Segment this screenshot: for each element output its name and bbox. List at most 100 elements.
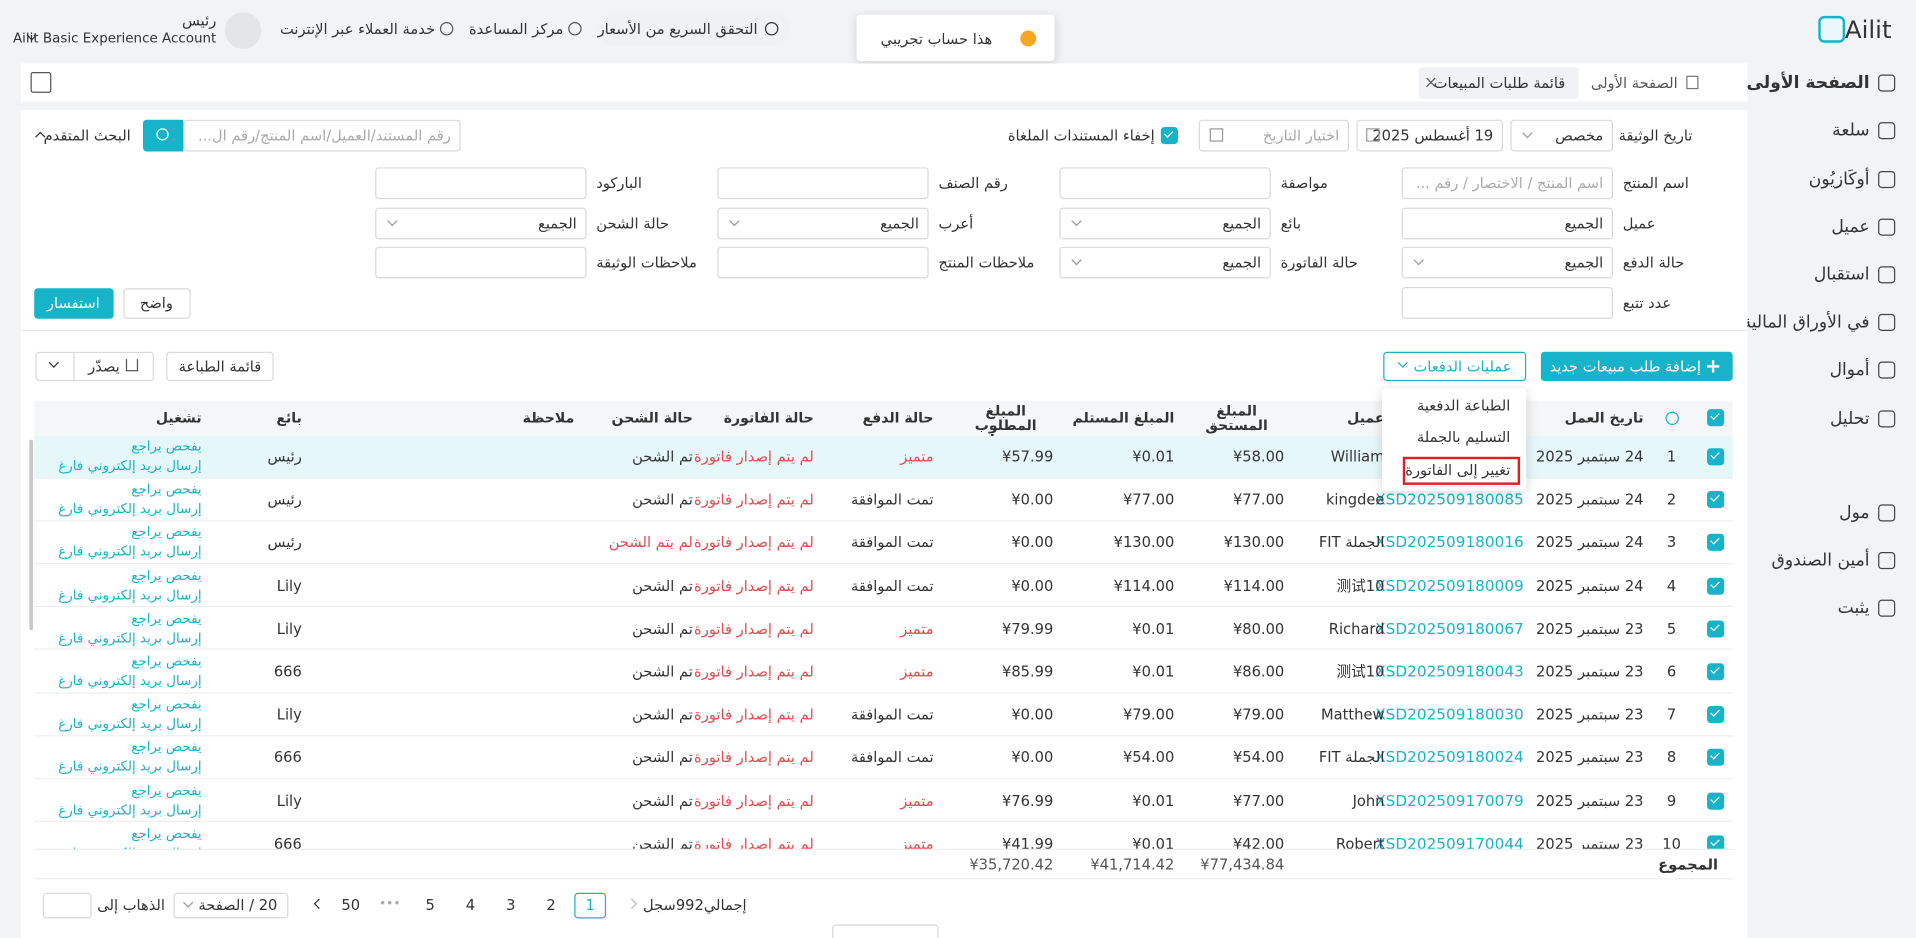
select[interactable] <box>1401 246 1613 279</box>
menu-item[interactable]: الصفحة الأولى <box>1746 73 1870 93</box>
advanced-search[interactable]: البحث المتقدم <box>43 127 131 145</box>
goto-input[interactable] <box>42 892 92 919</box>
page-number[interactable]: 4 <box>465 896 476 914</box>
page-number[interactable]: 1 <box>585 896 595 914</box>
op-link[interactable]: إرسال بريد إلكتروني فارغ <box>58 458 202 474</box>
doc-link[interactable]: XSD202509180067 <box>1375 618 1524 638</box>
help-link[interactable]: مركز المساعدة <box>468 20 564 38</box>
menu-item[interactable]: أمين الصندوق <box>1771 550 1870 571</box>
checkbox[interactable] <box>1707 491 1725 509</box>
page-number[interactable]: 50 <box>341 896 361 914</box>
doc-link[interactable]: XSD202509180024 <box>1375 747 1524 767</box>
checkbox[interactable] <box>1707 706 1725 724</box>
page-size-select[interactable] <box>173 892 289 919</box>
op-link[interactable]: إرسال بريد إلكتروني فارغ <box>58 842 201 853</box>
op-link[interactable]: يفحص يراجع <box>131 825 202 842</box>
op-link[interactable]: يفحص يراجع <box>131 696 202 713</box>
menu-item[interactable]: عميل <box>1831 217 1870 237</box>
doc-link[interactable]: XSD202509180030 <box>1375 704 1524 724</box>
select[interactable] <box>1510 119 1613 152</box>
clear-button[interactable] <box>123 288 191 319</box>
checkbox[interactable] <box>1707 663 1725 681</box>
select[interactable] <box>375 207 587 240</box>
op-link[interactable]: إرسال بريد إلكتروني فارغ <box>58 543 202 560</box>
menu-item[interactable]: مول <box>1839 503 1870 523</box>
checkbox[interactable] <box>1707 577 1725 595</box>
op-link[interactable]: إرسال بريد إلكتروني فارغ <box>58 586 202 603</box>
fullscreen-icon[interactable] <box>30 72 52 93</box>
menu-item[interactable]: سلعة <box>1832 120 1870 141</box>
input[interactable] <box>1059 167 1271 200</box>
op-link[interactable]: إرسال بريد إلكتروني فارغ <box>58 672 202 689</box>
page-number[interactable]: 2 <box>546 896 556 914</box>
doc-link[interactable]: XSD202509170044 <box>1375 833 1524 853</box>
menu-item[interactable]: يثبت <box>1837 598 1870 619</box>
settings-icon[interactable] <box>1665 411 1679 426</box>
checkbox[interactable] <box>1707 620 1725 638</box>
select[interactable] <box>1059 207 1271 240</box>
tab[interactable]: قائمة طلبات المبيعات <box>1433 74 1566 92</box>
op-link[interactable]: يفحص يراجع <box>131 610 202 627</box>
doc-link[interactable]: XSD202509180043 <box>1375 661 1524 681</box>
avatar[interactable] <box>224 12 262 49</box>
checkbox[interactable] <box>1707 749 1725 767</box>
op-link[interactable]: إرسال بريد إلكتروني فارغ <box>58 629 202 646</box>
page-number[interactable]: 5 <box>425 896 435 914</box>
bottom-tab[interactable] <box>832 924 939 938</box>
op-link[interactable]: يفحص يراجع <box>131 438 202 455</box>
input[interactable] <box>1401 207 1613 240</box>
date-input[interactable] <box>1356 119 1503 152</box>
checkbox[interactable] <box>1707 448 1725 466</box>
menu-item[interactable]: في الأوراق المالية <box>1742 312 1870 333</box>
price-check[interactable] <box>598 12 791 47</box>
select[interactable] <box>717 207 929 240</box>
op-link[interactable]: يفحص يراجع <box>131 653 202 670</box>
tab[interactable]: الصفحة الأولى <box>1590 74 1678 92</box>
tab-active[interactable] <box>1418 67 1579 99</box>
input[interactable] <box>375 246 587 279</box>
menu-option[interactable]: التسليم بالجملة <box>1416 428 1511 446</box>
op-link[interactable]: يفحص يراجع <box>131 782 202 799</box>
export-button[interactable] <box>35 351 154 382</box>
op-link[interactable]: يفحص يراجع <box>131 739 202 756</box>
doc-link[interactable]: XSD202509180009 <box>1375 575 1524 595</box>
op-link[interactable]: إرسال بريد إلكتروني فارغ <box>58 715 202 732</box>
menu-item[interactable]: استقبال <box>1813 265 1870 285</box>
menu-option[interactable]: الطباعة الدفعية <box>1416 396 1511 415</box>
input[interactable] <box>1401 287 1613 319</box>
doc-link[interactable]: XSD202509170079 <box>1375 790 1524 810</box>
checkbox-label[interactable]: إخفاء المستندات الملغاة <box>1007 127 1155 145</box>
price-check-text[interactable]: التحقق السريع من الأسعار <box>597 20 758 38</box>
checkbox[interactable] <box>1707 409 1725 427</box>
op-link[interactable]: إرسال بريد إلكتروني فارغ <box>58 758 202 775</box>
date-input[interactable] <box>1198 119 1350 152</box>
menu-item[interactable]: تحليل <box>1829 409 1870 429</box>
op-link[interactable]: إرسال بريد إلكتروني فارغ <box>58 500 202 517</box>
input[interactable] <box>717 246 929 279</box>
op-link[interactable]: يفحص يراجع <box>131 567 202 584</box>
input[interactable] <box>375 167 587 200</box>
page-current[interactable] <box>574 892 607 919</box>
page-number[interactable]: 3 <box>506 896 516 914</box>
doc-link[interactable]: XSD202509180085 <box>1375 489 1524 509</box>
checkbox[interactable] <box>1707 792 1725 810</box>
op-link[interactable]: يفحص يراجع <box>131 524 202 541</box>
checkbox[interactable] <box>1707 534 1725 552</box>
menu-option[interactable]: تغيير إلى الفاتورة <box>1405 461 1511 479</box>
search-input[interactable] <box>183 119 461 152</box>
menu-item[interactable]: أموال <box>1829 360 1870 380</box>
input[interactable] <box>1401 167 1613 200</box>
select[interactable] <box>1059 246 1271 279</box>
checkbox[interactable] <box>1707 835 1725 853</box>
query-button[interactable] <box>34 288 114 319</box>
batch-button[interactable] <box>1383 351 1527 382</box>
menu-item[interactable]: أوكَازيُون <box>1808 169 1870 190</box>
op-link[interactable]: يفحص يراجع <box>131 481 202 498</box>
add-button[interactable] <box>1540 351 1733 382</box>
input[interactable] <box>717 167 929 200</box>
op-link[interactable]: إرسال بريد إلكتروني فارغ <box>58 801 202 818</box>
checkbox[interactable] <box>1160 127 1178 145</box>
support-link[interactable]: خدمة العملاء عبر الإنترنت <box>280 20 436 38</box>
print-list-button[interactable] <box>166 351 274 382</box>
doc-link[interactable]: XSD202509180016 <box>1375 532 1524 552</box>
